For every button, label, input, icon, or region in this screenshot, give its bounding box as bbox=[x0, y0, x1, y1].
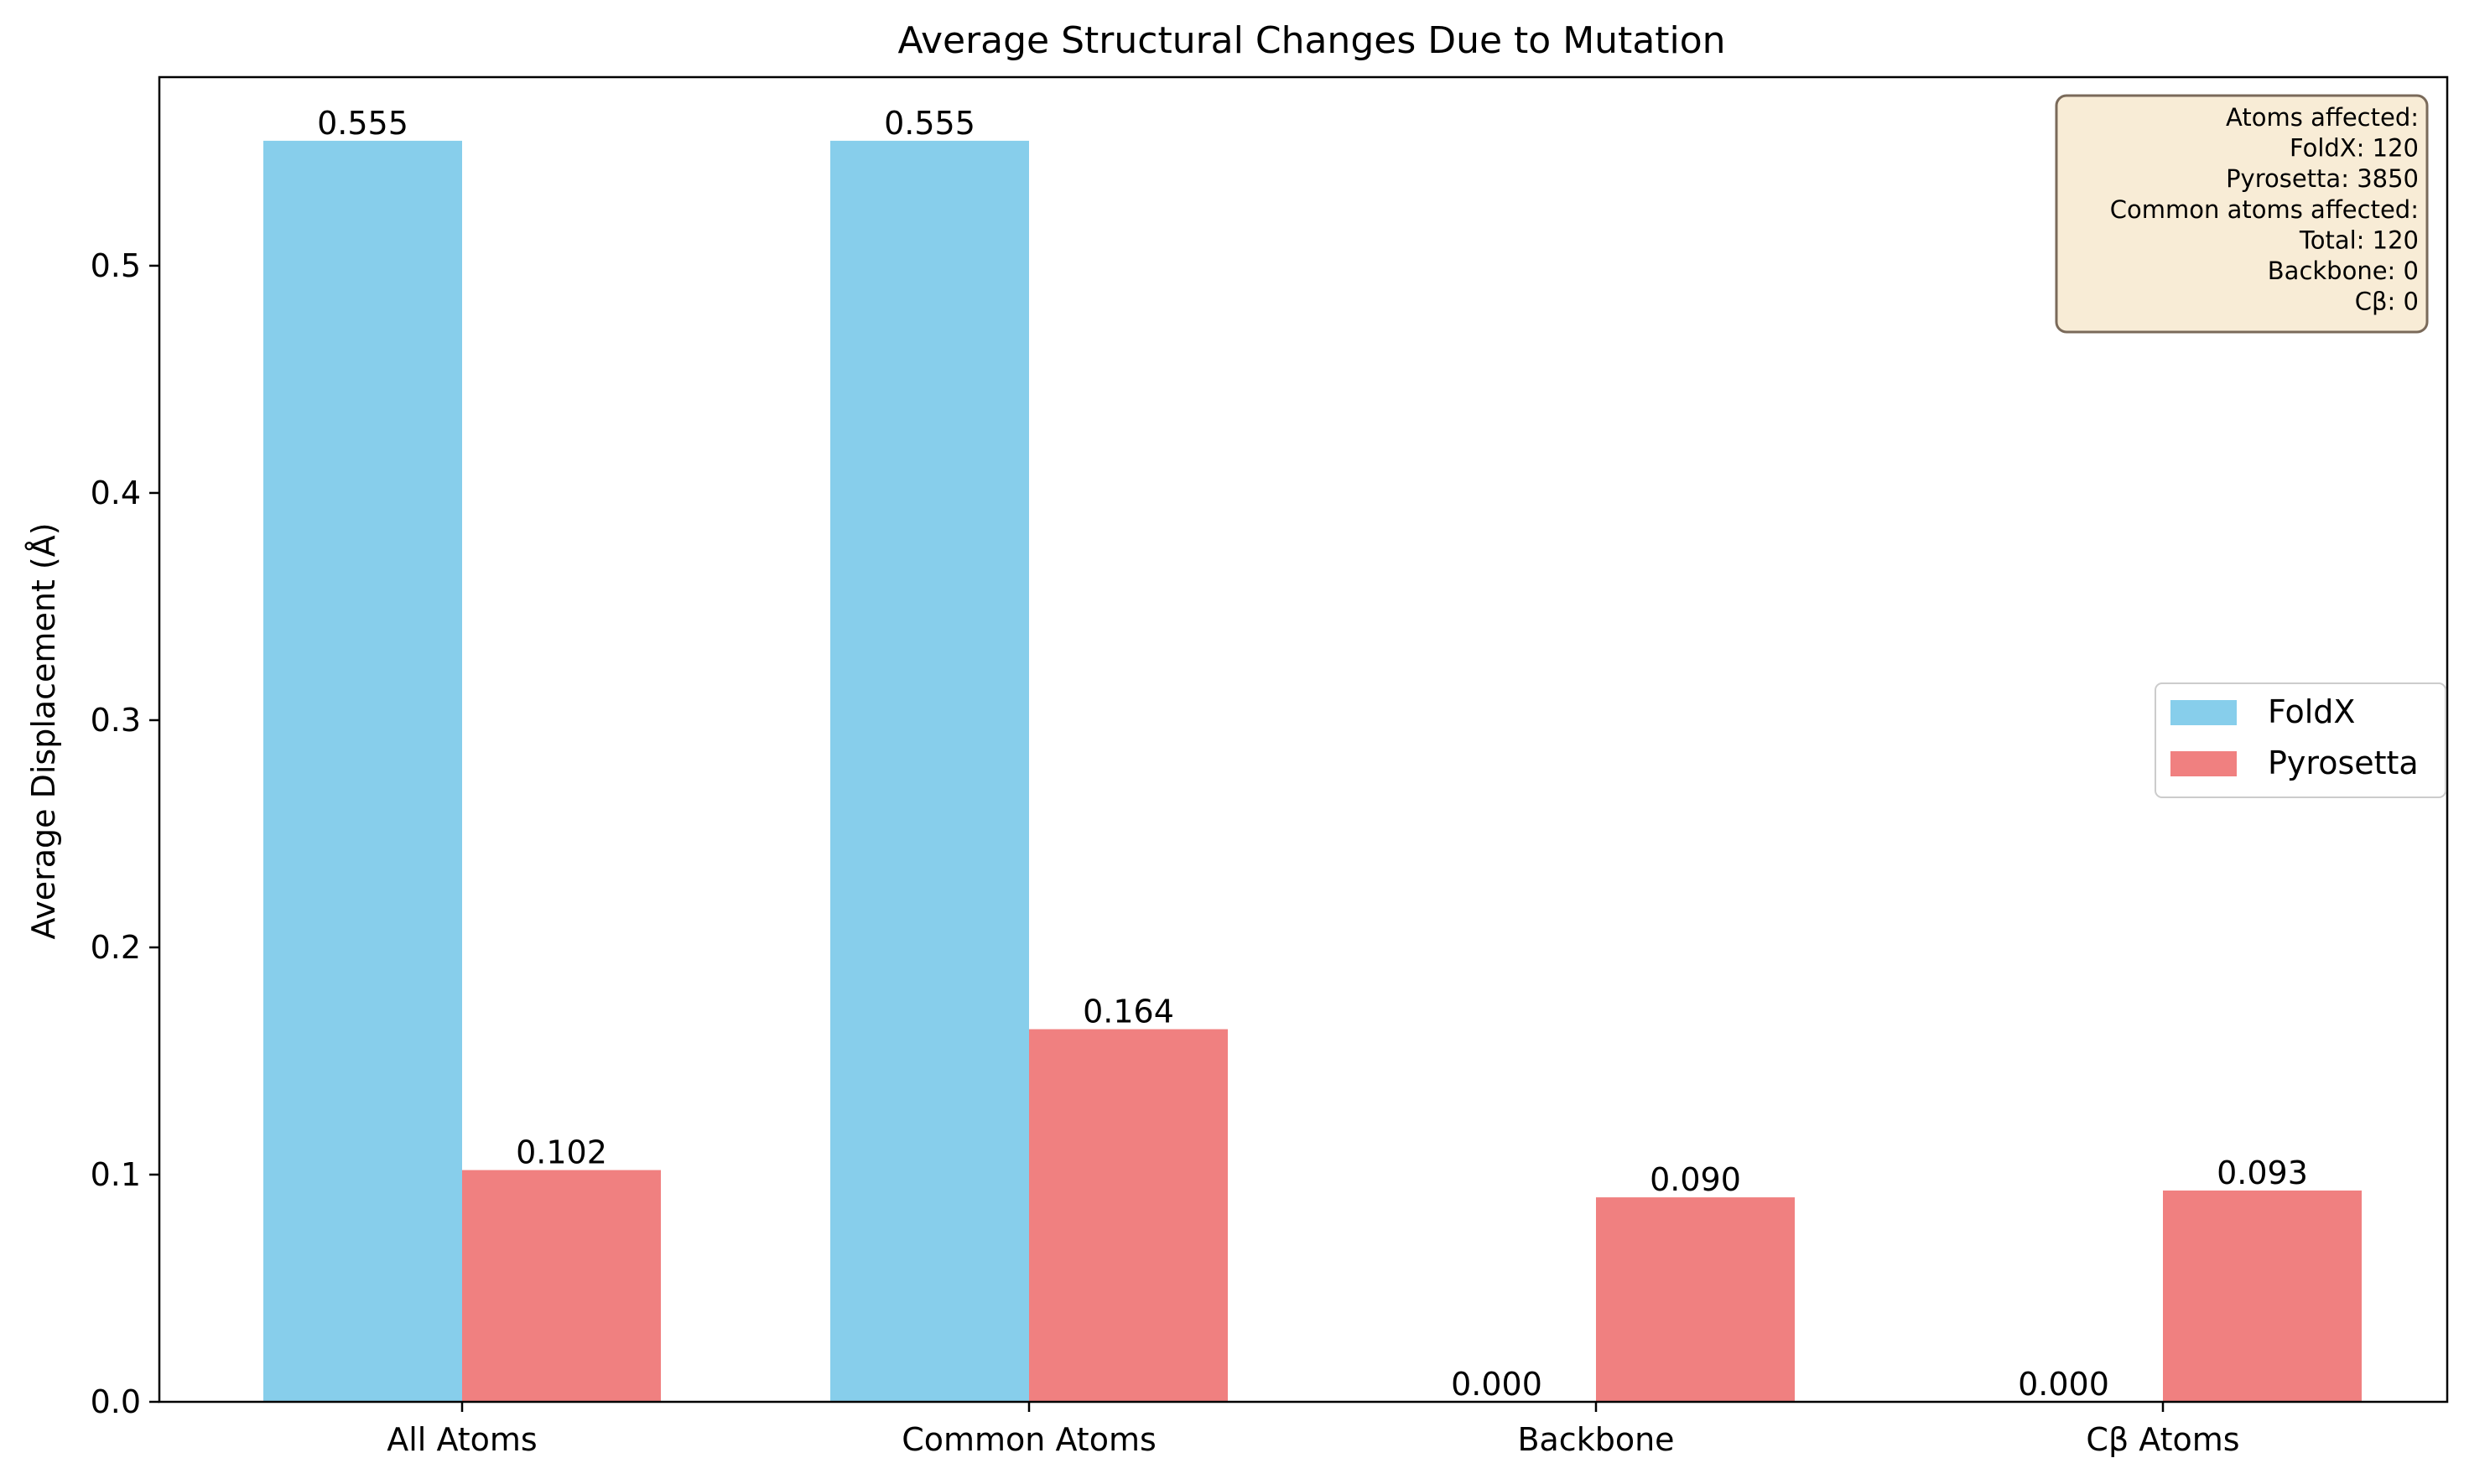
info-box-line: Atoms affected: bbox=[2226, 103, 2419, 132]
y-tick-label: 0.5 bbox=[91, 247, 141, 284]
legend-label-pyrosetta: Pyrosetta bbox=[2268, 745, 2419, 781]
data-label-foldx-0: 0.555 bbox=[317, 105, 408, 142]
info-box-line: Total: 120 bbox=[2299, 226, 2419, 254]
y-tick-label: 0.4 bbox=[91, 475, 141, 511]
legend-label-foldx: FoldX bbox=[2268, 693, 2355, 730]
bar-pyrosetta-2 bbox=[1596, 1197, 1795, 1402]
info-box-line: Pyrosetta: 3850 bbox=[2226, 164, 2419, 193]
data-label-pyrosetta-3: 0.093 bbox=[2217, 1155, 2308, 1191]
y-axis-ticks: 0.0 0.1 0.2 0.3 0.4 0.5 bbox=[91, 247, 159, 1420]
info-box-line: Backbone: 0 bbox=[2268, 257, 2419, 285]
y-tick-label: 0.1 bbox=[91, 1156, 141, 1193]
bar-foldx-0 bbox=[263, 140, 462, 1403]
x-axis-ticks: All Atoms Common Atoms Backbone Cβ Atoms bbox=[387, 1402, 2240, 1458]
bar-pyrosetta-1 bbox=[1029, 1029, 1228, 1402]
data-label-foldx-2: 0.000 bbox=[1451, 1366, 1542, 1403]
info-box-line: Common atoms affected: bbox=[2110, 195, 2419, 224]
x-tick-label: Cβ Atoms bbox=[2086, 1421, 2239, 1458]
legend-swatch-foldx bbox=[2170, 700, 2237, 725]
info-box-line: FoldX: 120 bbox=[2290, 134, 2419, 163]
bar-pyrosetta-3 bbox=[2163, 1190, 2362, 1402]
plot-frame bbox=[158, 75, 2449, 1404]
x-tick-label: All Atoms bbox=[387, 1421, 537, 1458]
x-tick-label: Common Atoms bbox=[902, 1421, 1157, 1458]
legend-swatch-pyrosetta bbox=[2170, 751, 2237, 776]
info-box-frame bbox=[2055, 94, 2429, 334]
data-label-foldx-3: 0.000 bbox=[2018, 1366, 2109, 1403]
data-labels: 0.555 0.102 0.555 0.164 0.000 0.090 0.000 0.093 bbox=[317, 105, 2308, 1403]
bar-foldx-1 bbox=[830, 140, 1029, 1403]
bars bbox=[263, 140, 2362, 1403]
y-tick-label: 0.3 bbox=[91, 702, 141, 739]
data-label-foldx-1: 0.555 bbox=[884, 105, 975, 142]
data-label-pyrosetta-0: 0.102 bbox=[516, 1134, 607, 1171]
info-box-line: Cβ: 0 bbox=[2355, 288, 2419, 316]
legend: FoldX Pyrosetta bbox=[2155, 682, 2446, 798]
x-tick-label: Backbone bbox=[1517, 1421, 1674, 1458]
y-axis-label: Average Displacement (Å) bbox=[25, 522, 62, 939]
data-label-pyrosetta-1: 0.164 bbox=[1083, 994, 1174, 1030]
data-label-pyrosetta-2: 0.090 bbox=[1650, 1161, 1741, 1198]
y-tick-label: 0.0 bbox=[91, 1383, 141, 1420]
chart-title: Average Structural Changes Due to Mutati… bbox=[897, 19, 1725, 62]
y-tick-label: 0.2 bbox=[91, 929, 141, 966]
bar-pyrosetta-0 bbox=[462, 1170, 661, 1402]
